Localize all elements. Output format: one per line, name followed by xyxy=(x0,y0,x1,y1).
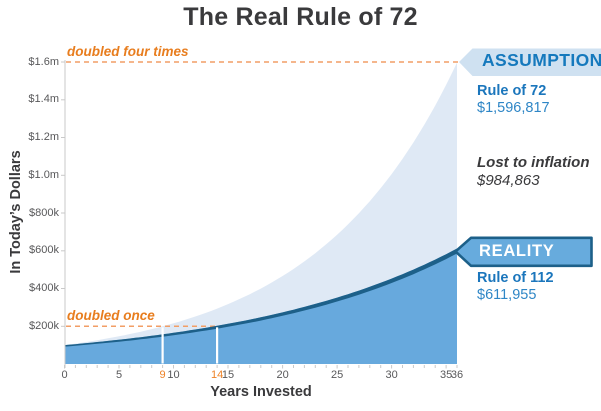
y-tick-label-$400k: $400k xyxy=(29,282,59,294)
x-tick-label-10: 10 xyxy=(167,369,180,381)
y-tick-label-$1.6m: $1.6m xyxy=(28,55,59,68)
x-axis-title: Years Invested xyxy=(210,384,312,400)
assumption-banner xyxy=(459,48,601,76)
x-tick-label-5: 5 xyxy=(115,369,123,381)
reality-banner xyxy=(454,236,593,268)
y-tick-label-$600k: $600k xyxy=(29,244,59,257)
rule-of-72-amount: $1,596,817 xyxy=(477,100,550,116)
lost-to-inflation-amount: $984,863 xyxy=(477,172,540,189)
x-tick-label-9: 9 xyxy=(159,369,166,381)
x-tick-label-14: 14 xyxy=(210,369,224,381)
annotation-doubled-once: doubled once xyxy=(67,308,155,323)
y-tick-label-$800k: $800k xyxy=(29,206,59,219)
reality-banner-label: REALITY xyxy=(479,242,555,260)
x-tick-label-20: 20 xyxy=(276,369,289,381)
rule-of-112-label: Rule of 112 xyxy=(477,270,554,286)
y-tick-label-$1.2m: $1.2m xyxy=(28,131,59,143)
x-tick-label-35: 35 xyxy=(439,369,453,381)
y-tick-label-$1.4m: $1.4m xyxy=(28,93,59,106)
x-tick-label-15: 15 xyxy=(221,369,235,381)
assumption-banner-label: ASSUMPTION xyxy=(482,50,601,70)
y-tick-label-$200k: $200k xyxy=(29,319,59,332)
x-tick-label-30: 30 xyxy=(385,369,398,381)
x-tick-label-25: 25 xyxy=(330,369,344,381)
annotation-doubled-four-times: doubled four times xyxy=(67,44,189,59)
assumption-area xyxy=(64,62,457,346)
y-tick-label-$1.0m: $1.0m xyxy=(28,168,59,181)
lost-to-inflation-label: Lost to inflation xyxy=(477,154,590,171)
x-tick-label-0: 0 xyxy=(61,369,68,381)
rule-of-112-amount: $611,955 xyxy=(477,287,537,303)
x-tick-label-36: 36 xyxy=(450,369,464,381)
rule-of-72-label: Rule of 72 xyxy=(477,83,547,99)
chart-title: The Real Rule of 72 xyxy=(183,3,418,31)
